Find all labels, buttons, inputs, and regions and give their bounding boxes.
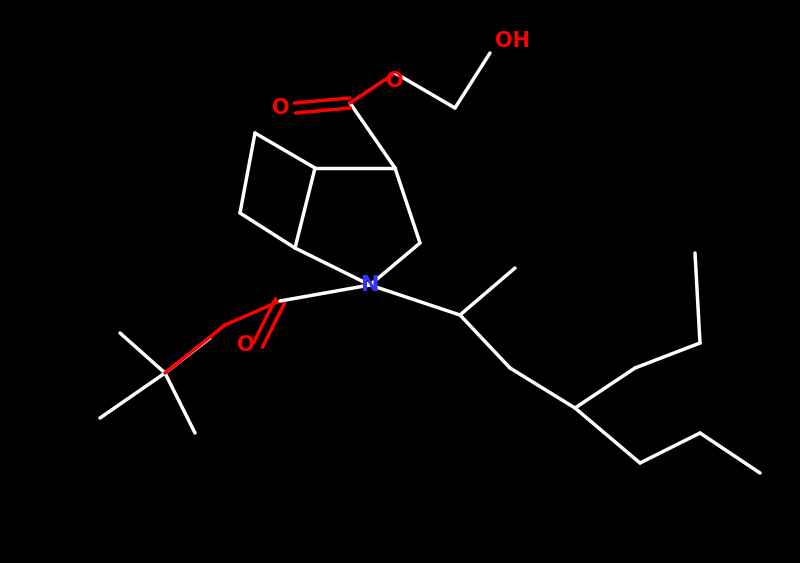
Text: N: N bbox=[361, 275, 379, 295]
Text: O: O bbox=[272, 98, 290, 118]
Text: O: O bbox=[237, 335, 255, 355]
Text: O: O bbox=[386, 71, 404, 91]
Text: OH: OH bbox=[494, 31, 530, 51]
